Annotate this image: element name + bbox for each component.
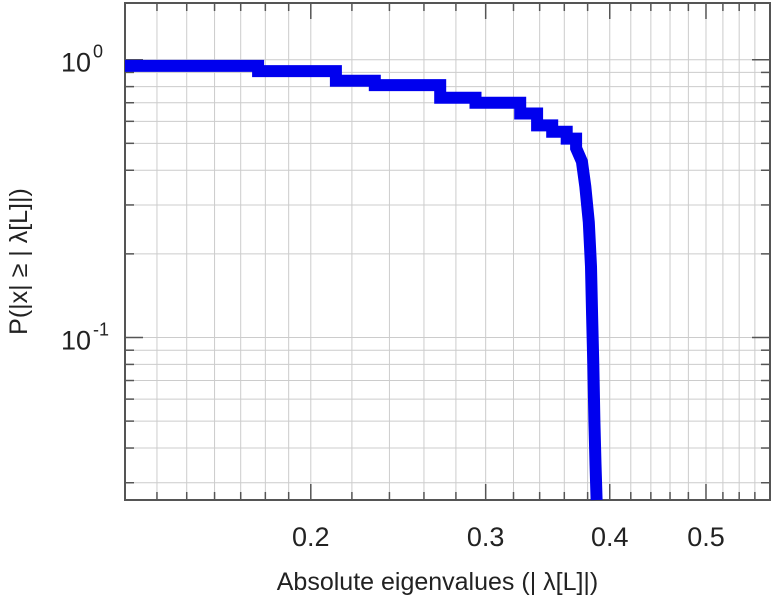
y-tick-exponent: -1 <box>93 319 109 339</box>
x-axis-ticks: 0.2 0.3 0.4 0.5 <box>292 522 725 552</box>
series-line <box>125 59 603 501</box>
x-axis-title: Absolute eigenvalues (| λ[L]|) <box>277 568 599 596</box>
series-layer <box>125 59 603 501</box>
minor-ticks <box>125 3 770 500</box>
plot-frame <box>124 2 771 501</box>
y-axis-title: P(|x| ≥ | λ[L]|) <box>5 188 33 335</box>
x-tick-label: 0.2 <box>292 522 330 552</box>
x-tick-label: 0.4 <box>591 522 629 552</box>
y-tick-label: 10 <box>61 325 91 355</box>
x-tick-label: 0.3 <box>467 522 505 552</box>
y-tick-exponent: 0 <box>93 42 103 62</box>
y-tick-label: 10 <box>61 48 91 78</box>
grid <box>125 3 770 500</box>
x-tick-label: 0.5 <box>687 522 725 552</box>
